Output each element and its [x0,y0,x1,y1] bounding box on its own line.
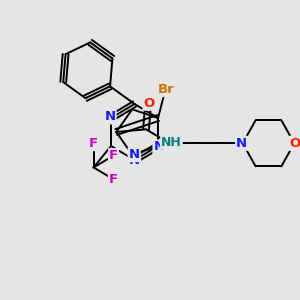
Text: O: O [143,97,155,110]
Text: F: F [89,137,98,150]
Text: N: N [129,154,140,167]
Text: NH: NH [161,136,182,149]
Text: N: N [104,110,116,124]
Text: Br: Br [158,83,175,96]
Text: F: F [109,149,118,162]
Text: N: N [129,148,140,161]
Text: O: O [290,137,300,150]
Text: N: N [153,140,165,154]
Text: N: N [236,137,247,150]
Text: F: F [109,173,118,186]
